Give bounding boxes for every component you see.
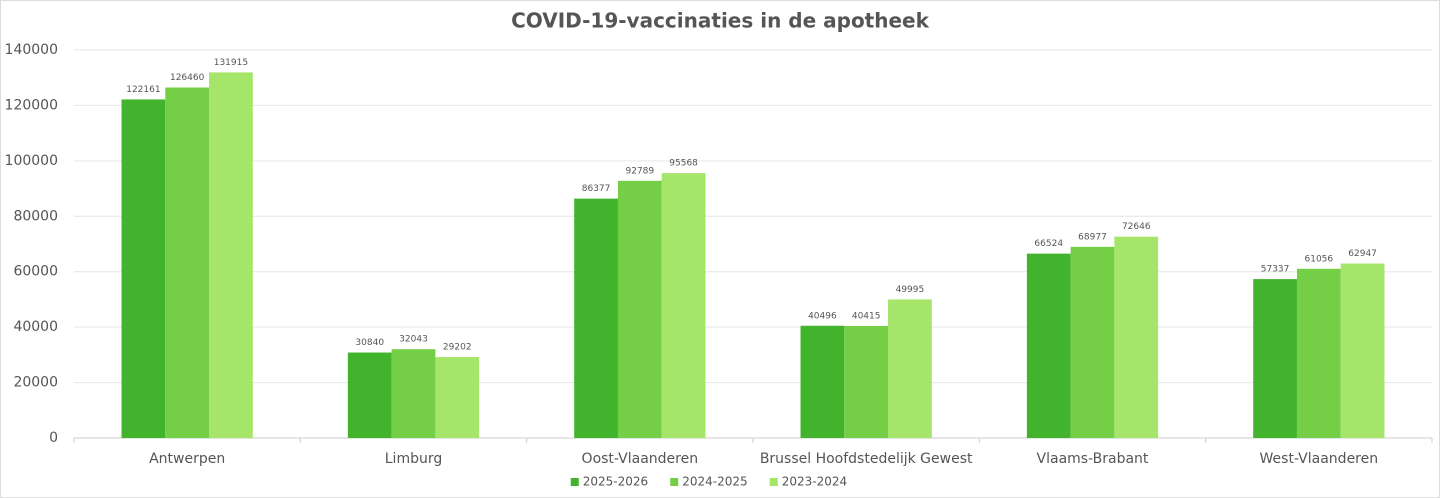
data-label: 86377: [582, 184, 611, 194]
bar: [617, 180, 662, 438]
y-tick-label: 140000: [5, 42, 58, 58]
bar: [1026, 253, 1071, 438]
data-label: 62947: [1348, 249, 1377, 259]
legend-label: 2024-2025: [682, 475, 747, 489]
data-label: 30840: [355, 338, 384, 348]
legend-label: 2023-2024: [782, 475, 847, 489]
bar: [1253, 279, 1297, 438]
bar: [347, 352, 392, 438]
bar: [844, 325, 889, 438]
bar: [1340, 263, 1385, 438]
data-label: 57337: [1261, 265, 1290, 275]
bar: [391, 349, 436, 438]
data-label: 49995: [896, 285, 925, 295]
legend-swatch: [570, 478, 579, 486]
bar: [121, 99, 166, 438]
bar: [165, 87, 210, 438]
bar: [888, 299, 932, 438]
data-label: 126460: [170, 73, 205, 83]
data-label: 32043: [399, 335, 428, 345]
data-label: 40415: [852, 311, 881, 321]
legend-swatch: [769, 478, 778, 486]
x-tick-label: West-Vlaanderen: [1260, 451, 1379, 467]
data-label: 29202: [443, 343, 472, 353]
bar: [661, 173, 706, 438]
data-label: 131915: [214, 58, 248, 68]
data-label: 66524: [1034, 239, 1063, 249]
data-label: 95568: [669, 159, 698, 169]
bar: [435, 357, 480, 438]
data-label: 122161: [126, 85, 160, 95]
data-label: 68977: [1078, 232, 1107, 242]
y-tick-label: 100000: [5, 153, 58, 169]
y-tick-label: 0: [49, 430, 58, 446]
bar: [1296, 268, 1341, 438]
legend-swatch: [670, 478, 679, 486]
x-tick-label: Vlaams-Brabant: [1037, 451, 1149, 467]
data-label: 61056: [1305, 254, 1334, 264]
y-tick-label: 120000: [5, 97, 58, 113]
y-tick-label: 40000: [13, 319, 58, 335]
y-tick-label: 60000: [13, 264, 58, 280]
bar: [209, 72, 253, 439]
bar: [1070, 246, 1115, 438]
data-label: 92789: [626, 166, 655, 176]
bar: [1114, 236, 1159, 438]
data-label: 40496: [808, 311, 837, 321]
y-tick-label: 80000: [13, 208, 58, 224]
legend-label: 2025-2026: [583, 475, 648, 489]
bar: [574, 198, 618, 438]
y-tick-label: 20000: [13, 375, 58, 391]
x-tick-label: Antwerpen: [149, 451, 225, 467]
x-tick-label: Brussel Hoofdstedelijk Gewest: [760, 451, 973, 467]
data-label: 72646: [1122, 222, 1151, 232]
bar: [800, 325, 845, 438]
chart-title: COVID-19-vaccinaties in de apotheek: [511, 9, 930, 33]
x-tick-label: Oost-Vlaanderen: [582, 451, 699, 467]
x-tick-label: Limburg: [385, 451, 442, 467]
